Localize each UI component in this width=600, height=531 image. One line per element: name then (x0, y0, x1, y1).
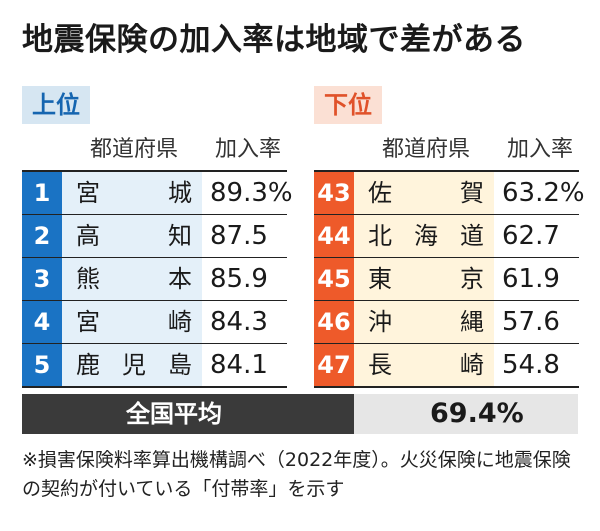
header-prefecture: 都道府県 (381, 137, 470, 162)
table-header: 都道府県 加入率 (314, 130, 579, 170)
table-row: 47 長崎 54.8 (314, 344, 579, 388)
bottom-ranking-table: 都道府県 加入率 43 佐賀 63.2% 44 北海道 62.7 45 東京 6… (314, 130, 585, 388)
prefecture-name: 高知 (76, 222, 192, 250)
table-row: 43 佐賀 63.2% (314, 172, 585, 215)
header-rate: 加入率 (214, 137, 281, 162)
prefecture-name: 鹿児島 (76, 351, 192, 379)
rate-value: 57.6 (502, 307, 560, 337)
table-row: 46 沖縄 57.6 (314, 301, 579, 344)
table-header: 都道府県 加入率 (22, 130, 287, 170)
rate-value: 87.5 (210, 221, 268, 251)
rate-value: 84.3 (210, 307, 268, 337)
rank-badge: 46 (314, 301, 354, 343)
rate-value: 84.1 (210, 350, 268, 380)
prefecture-name: 長崎 (368, 351, 484, 379)
table-row: 5 鹿児島 84.1 (22, 344, 287, 388)
prefecture-name: 東京 (368, 265, 484, 293)
table-row: 44 北海道 62.7 (314, 215, 579, 258)
source-note: ※損害保険料率算出機構調べ（2022年度）。火災保険に地震保険の契約が付いている… (22, 449, 571, 500)
national-average-row: 全国平均 69.4% (22, 394, 578, 434)
rate-value: 85.9 (210, 264, 268, 294)
table-row: 3 熊本 85.9 (22, 258, 287, 301)
top-ranking-label: 上位 (22, 86, 90, 124)
rank-badge: 2 (22, 215, 62, 257)
rate-value: 61.9 (502, 264, 560, 294)
rank-badge: 43 (314, 172, 354, 214)
header-prefecture: 都道府県 (89, 137, 178, 162)
national-average-value: 69.4% (430, 398, 524, 429)
prefecture-name: 宮城 (76, 179, 192, 207)
prefecture-name: 北海道 (368, 222, 484, 250)
rate-value: 63.2% (502, 178, 585, 208)
rank-badge: 44 (314, 215, 354, 257)
rate-value: 54.8 (502, 350, 560, 380)
prefecture-name: 熊本 (76, 265, 192, 293)
national-average-label: 全国平均 (126, 400, 222, 428)
top-ranking-table: 都道府県 加入率 1 宮城 89.3% 2 高知 87.5 3 熊本 85.9 … (22, 130, 293, 388)
bottom-ranking-label: 下位 (314, 86, 382, 124)
rank-badge: 1 (22, 172, 62, 214)
header-rate: 加入率 (506, 137, 573, 162)
rank-badge: 45 (314, 258, 354, 300)
rate-value: 89.3% (210, 178, 293, 208)
rank-badge: 3 (22, 258, 62, 300)
rank-badge: 47 (314, 344, 354, 386)
table-row: 1 宮城 89.3% (22, 172, 293, 215)
rate-value: 62.7 (502, 221, 560, 251)
page-title: 地震保険の加入率は地域で差がある (22, 22, 526, 58)
rank-badge: 5 (22, 344, 62, 386)
prefecture-name: 宮崎 (76, 308, 192, 336)
table-row: 4 宮崎 84.3 (22, 301, 287, 344)
prefecture-name: 佐賀 (368, 179, 484, 207)
prefecture-name: 沖縄 (368, 308, 484, 336)
table-row: 2 高知 87.5 (22, 215, 287, 258)
table-row: 45 東京 61.9 (314, 258, 579, 301)
rank-badge: 4 (22, 301, 62, 343)
